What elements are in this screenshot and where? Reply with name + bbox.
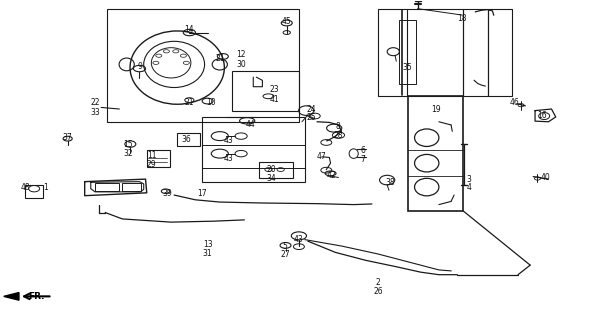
Text: 38: 38 — [386, 178, 395, 187]
Text: 15: 15 — [124, 140, 134, 148]
Text: 28: 28 — [333, 131, 343, 140]
Text: 18: 18 — [458, 14, 467, 23]
Text: 1: 1 — [43, 183, 48, 192]
Bar — [177, 133, 200, 146]
Bar — [25, 186, 43, 198]
Text: 24: 24 — [306, 105, 316, 114]
Text: 43: 43 — [294, 235, 304, 244]
Text: 16: 16 — [537, 111, 547, 120]
Text: 25: 25 — [306, 113, 316, 122]
Text: 41: 41 — [270, 95, 279, 104]
Text: 46: 46 — [510, 98, 520, 107]
Bar — [107, 9, 299, 122]
Text: 2: 2 — [376, 278, 381, 287]
Bar — [95, 183, 120, 191]
Text: 42: 42 — [326, 171, 336, 180]
Text: 19: 19 — [431, 105, 440, 114]
Text: 17: 17 — [196, 189, 206, 198]
Bar — [232, 71, 299, 111]
Text: 26: 26 — [373, 287, 383, 296]
Text: 9: 9 — [137, 61, 142, 70]
Text: 22: 22 — [90, 98, 100, 107]
Bar — [400, 20, 417, 84]
Text: 21: 21 — [185, 98, 194, 107]
Text: 31: 31 — [203, 249, 212, 258]
Bar — [201, 117, 305, 182]
Text: 5: 5 — [282, 242, 287, 251]
Text: 40: 40 — [540, 173, 550, 182]
Text: 23: 23 — [270, 85, 279, 94]
Text: 8: 8 — [336, 122, 340, 131]
Text: 21: 21 — [215, 53, 224, 62]
Text: 27: 27 — [280, 251, 290, 260]
Text: 33: 33 — [90, 108, 100, 117]
Text: 12: 12 — [236, 50, 246, 59]
Text: 47: 47 — [317, 152, 326, 161]
Bar — [378, 9, 463, 96]
Text: 14: 14 — [185, 25, 194, 34]
Text: 43: 43 — [224, 154, 234, 163]
Text: 7: 7 — [361, 155, 365, 164]
Bar — [409, 96, 463, 211]
Text: 10: 10 — [206, 98, 215, 107]
Text: 11: 11 — [147, 151, 156, 160]
Text: 4: 4 — [467, 183, 472, 192]
Bar — [463, 9, 512, 96]
Text: 43: 43 — [224, 136, 234, 145]
Text: 45: 45 — [282, 17, 292, 26]
Text: 13: 13 — [203, 240, 212, 249]
Text: 30: 30 — [236, 60, 246, 69]
Text: 39: 39 — [162, 189, 172, 198]
Text: 37: 37 — [63, 133, 73, 142]
Text: 3: 3 — [467, 175, 472, 184]
Text: 29: 29 — [147, 160, 156, 169]
Text: 20: 20 — [267, 165, 276, 174]
Polygon shape — [4, 292, 19, 300]
Bar — [147, 150, 170, 167]
Bar — [259, 162, 293, 178]
Text: FR.: FR. — [27, 292, 45, 301]
Text: 35: 35 — [403, 63, 412, 72]
Text: 48: 48 — [20, 183, 30, 192]
Text: 6: 6 — [361, 146, 365, 155]
Text: 36: 36 — [181, 135, 191, 144]
Text: 34: 34 — [267, 174, 276, 183]
Bar — [123, 183, 141, 191]
Text: 32: 32 — [124, 149, 134, 158]
Text: 44: 44 — [245, 120, 255, 130]
